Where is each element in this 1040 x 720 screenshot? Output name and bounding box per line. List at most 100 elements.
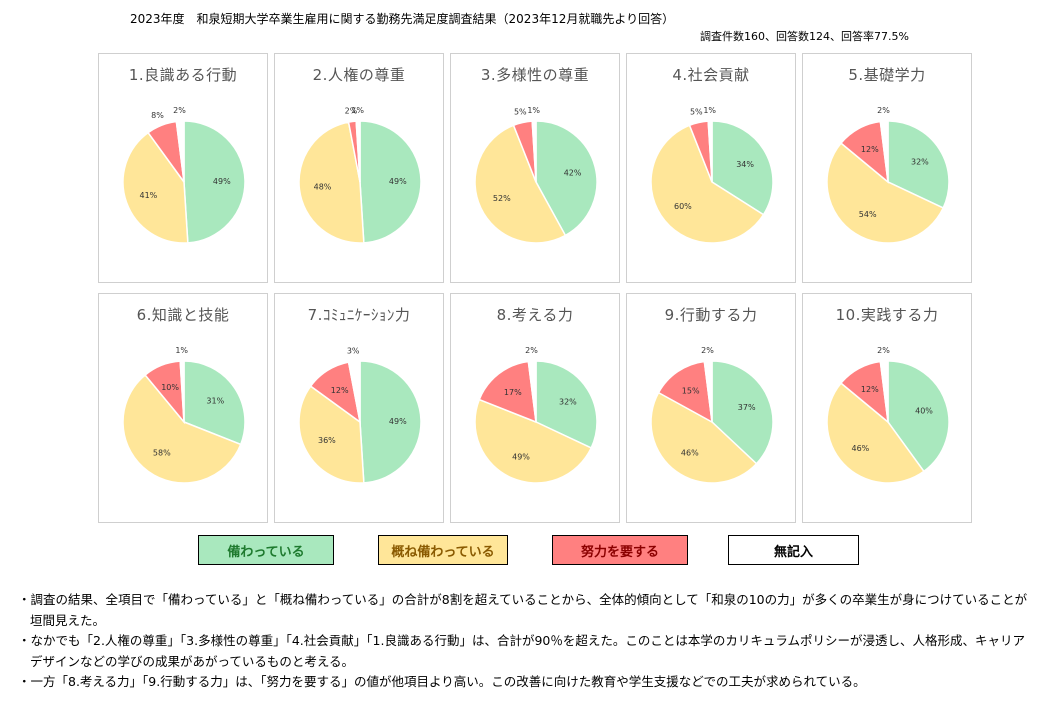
pie-value-label: 40% [915, 406, 933, 415]
pie-panel: 9.行動する力 37% 46% 15% 2% [626, 293, 796, 523]
legend-label: 努力を要する [580, 544, 659, 560]
pie-value-label: 1% [703, 106, 716, 115]
pie-panel: 5.基礎学力 32% 54% 12% 2% [802, 53, 972, 283]
legend-item-mukinyu: 無記入 [728, 535, 859, 565]
pie-value-label: 2% [701, 346, 714, 355]
pie-slice [826, 382, 925, 484]
pie-value-label: 52% [493, 194, 511, 203]
pie-value-label: 48% [314, 183, 332, 192]
pie-value-label: 31% [206, 397, 224, 406]
survey-summary: 調査件数160、回答数124、回答率77.5% [700, 30, 909, 43]
pie-value-label: 2% [173, 106, 186, 115]
pie-slice [298, 385, 365, 484]
commentary: ・調査の結果、全項目で「備わっている」と「概ね備わっている」の合計が8割を超えて… [18, 590, 1028, 693]
pie-value-label: 54% [859, 210, 877, 219]
pie-title: 7.ｺﾐｭﾆｹｰｼｮﾝ力 [307, 306, 411, 324]
pie-slice [359, 360, 422, 484]
pie-value-label: 36% [318, 436, 336, 445]
pie-slice [298, 121, 365, 244]
pie-panel: 2.人権の尊重 49% 48% 2% 1% [274, 53, 444, 283]
pie-value-label: 60% [674, 202, 692, 211]
pie-title: 8.考える力 [496, 306, 574, 324]
pie-chart: 49% 36% 12% 3% [298, 346, 422, 484]
pie-title: 4.社会貢献 [672, 66, 750, 84]
pie-slice [650, 391, 758, 484]
pie-slice [478, 360, 537, 424]
pie-value-label: 17% [504, 388, 522, 397]
pie-panel: 10.実践する力 40% 46% 12% 2% [802, 293, 972, 523]
pie-value-label: 15% [682, 387, 700, 396]
pie-chart: 31% 58% 10% 1% [122, 346, 246, 484]
pie-slice [887, 360, 950, 473]
pie-slice [707, 120, 713, 183]
pie-value-label: 34% [736, 160, 754, 169]
pie-value-label: 49% [389, 417, 407, 426]
legend-label: 概ね備わっている [391, 544, 495, 560]
pie-value-label: 32% [911, 158, 929, 167]
pie-slice [531, 120, 537, 183]
pie-title: 2.人権の尊重 [312, 66, 406, 84]
pie-chart: 32% 54% 12% 2% [826, 106, 950, 244]
pie-slice [650, 124, 765, 244]
pie-chart: 37% 46% 15% 2% [650, 346, 774, 484]
pie-panel: 3.多様性の尊重 42% 52% 5% 1% [450, 53, 620, 283]
pie-value-label: 37% [738, 403, 756, 412]
pie-title: 6.知識と技能 [136, 306, 230, 324]
pie-chart: 49% 41% 8% 2% [122, 106, 246, 244]
pie-slice [474, 124, 567, 244]
pie-value-label: 41% [140, 191, 158, 200]
pie-title: 9.行動する力 [664, 306, 758, 324]
pie-value-label: 2% [345, 107, 358, 116]
pie-title: 1.良識ある行動 [128, 66, 238, 84]
note-paragraph: ・一方「8.考える力」「9.行動する力」は、「努力を要する」の値が他項目より高い… [18, 674, 866, 689]
pie-value-label: 46% [852, 444, 870, 453]
note-paragraph: ・調査の結果、全項目で「備わっている」と「概ね備わっている」の合計が8割を超えて… [18, 592, 1028, 628]
pie-panel: 6.知識と技能 31% 58% 10% 1% [98, 293, 268, 523]
legend-label: 備わっている [227, 544, 305, 560]
pie-slice [535, 360, 598, 449]
pie-slice [122, 373, 242, 484]
pie-value-label: 2% [525, 346, 538, 355]
pie-value-label: 42% [564, 169, 582, 178]
pie-value-label: 2% [877, 346, 890, 355]
pie-panel: 8.考える力 32% 49% 17% 2% [450, 293, 620, 523]
pie-value-label: 49% [213, 177, 231, 186]
pie-value-label: 32% [559, 398, 577, 407]
pie-value-label: 5% [690, 108, 703, 117]
pie-value-label: 5% [514, 108, 527, 117]
legend-item-ooneu-sonawatteiru: 概ね備わっている [378, 535, 508, 565]
pie-slice [711, 360, 774, 465]
pie-value-label: 46% [681, 449, 699, 458]
pie-chart: 32% 49% 17% 2% [474, 346, 598, 484]
pie-value-label: 1% [351, 106, 364, 115]
pie-title: 10.実践する力 [835, 306, 939, 324]
pie-slice [183, 360, 246, 446]
pie-value-label: 2% [877, 106, 890, 115]
pie-value-label: 58% [153, 449, 171, 458]
pie-value-label: 12% [861, 385, 879, 394]
pie-value-label: 12% [331, 386, 349, 395]
pie-panel: 7.ｺﾐｭﾆｹｰｼｮﾝ力 49% 36% 12% 3% [274, 293, 444, 523]
pie-slice [179, 360, 185, 423]
pie-title: 3.多様性の尊重 [480, 66, 590, 84]
pie-slice [879, 360, 889, 423]
page-title: 2023年度 和泉短期大学卒業生雇用に関する勤務先満足度調査結果（2023年12… [130, 12, 675, 26]
pie-slice [826, 142, 945, 244]
pie-chart-grid: 1.良識ある行動 49% 41% 8% 2% 2.人権の尊重 49% 48% 2% 1% 3.多様性… [98, 53, 976, 528]
pie-value-label: 49% [512, 453, 530, 462]
pie-chart: 40% 46% 12% 2% [826, 346, 950, 484]
pie-value-label: 1% [527, 106, 540, 115]
pie-value-label: 10% [161, 383, 179, 392]
pie-slice [657, 360, 713, 424]
pie-slice [347, 360, 361, 423]
legend-item-doryoku: 努力を要する [552, 535, 688, 565]
pie-slice [474, 398, 593, 484]
pie-value-label: 12% [861, 145, 879, 154]
pie-slice [175, 120, 185, 183]
pie-panel: 1.良識ある行動 49% 41% 8% 2% [98, 53, 268, 283]
pie-slice [535, 120, 598, 237]
pie-slice [703, 360, 713, 423]
pie-value-label: 8% [151, 111, 164, 120]
pie-chart: 34% 60% 5% 1% [650, 106, 774, 244]
pie-slice [183, 120, 246, 244]
